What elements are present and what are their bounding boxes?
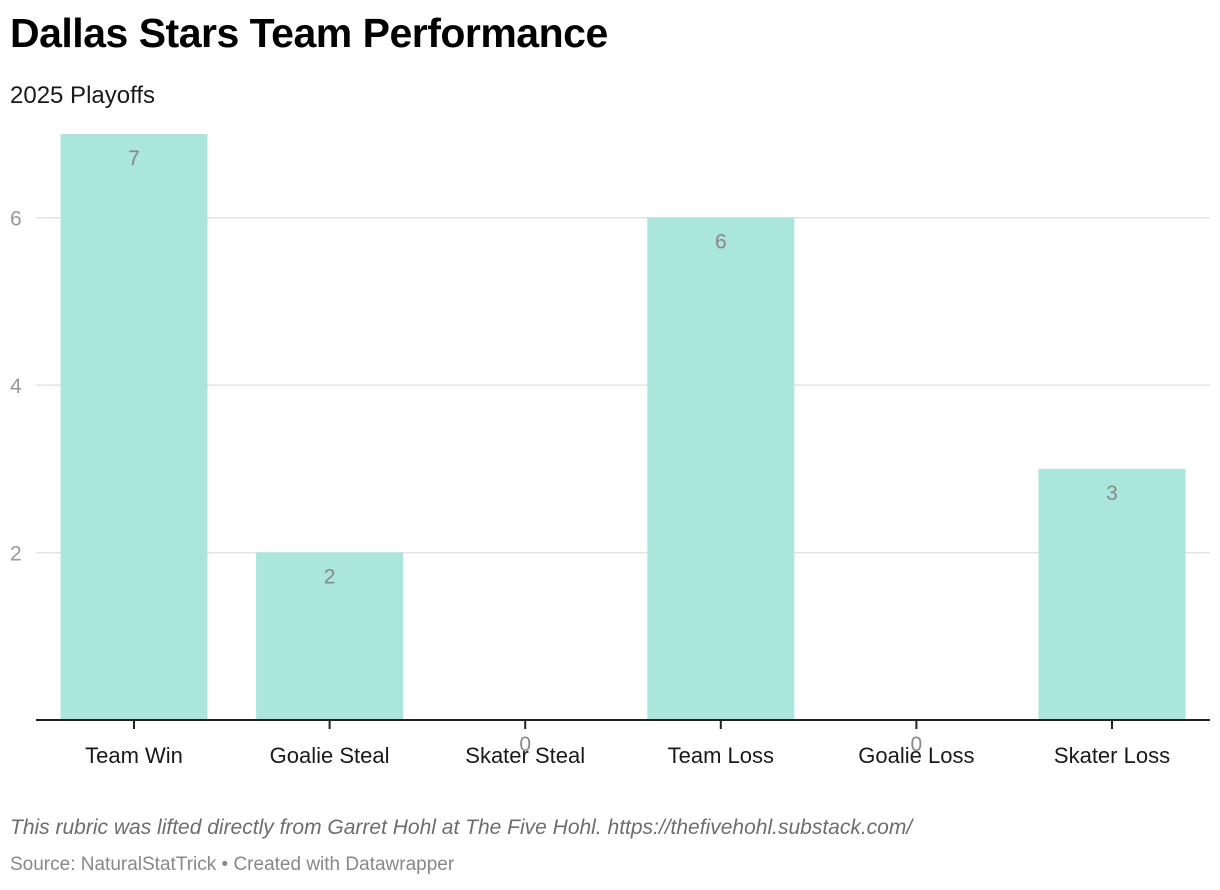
data-labels: 7 2 0 6 0 3 — [128, 147, 1118, 756]
data-label: 6 — [715, 231, 727, 254]
source-credit: Source: NaturalStatTrick • Created with … — [10, 854, 455, 875]
y-tick-label: 2 — [10, 543, 22, 566]
chart-subtitle: 2025 Playoffs — [10, 82, 155, 109]
x-axis: Team Win Goalie Steal Skater Steal Team Los… — [36, 719, 1210, 768]
bars — [60, 134, 1186, 720]
x-tick-label: Skater Loss — [1054, 743, 1170, 768]
y-tick-label: 6 — [10, 208, 22, 231]
data-label: 3 — [1106, 482, 1118, 505]
data-label: 2 — [324, 566, 336, 589]
x-tick-label: Skater Steal — [465, 743, 585, 768]
x-tick-label: Team Loss — [668, 743, 774, 768]
data-label: 0 — [519, 733, 531, 756]
bar — [60, 134, 208, 720]
bar — [647, 217, 795, 720]
bar — [1038, 468, 1186, 720]
chart-title: Dallas Stars Team Performance — [10, 10, 608, 56]
footnote: This rubric was lifted directly from Gar… — [10, 816, 913, 839]
bar-chart: 2 4 6 7 2 0 6 0 3 Team Win Goalie Steal Skater St… — [10, 134, 1210, 768]
gridlines: 2 4 6 — [10, 208, 1210, 566]
data-label: 7 — [128, 147, 140, 170]
x-tick-label: Goalie Loss — [858, 743, 974, 768]
data-label: 0 — [911, 733, 923, 756]
bar — [256, 552, 404, 720]
x-tick-label: Team Win — [85, 743, 183, 768]
y-tick-label: 4 — [10, 375, 22, 398]
x-tick-label: Goalie Steal — [270, 743, 390, 768]
